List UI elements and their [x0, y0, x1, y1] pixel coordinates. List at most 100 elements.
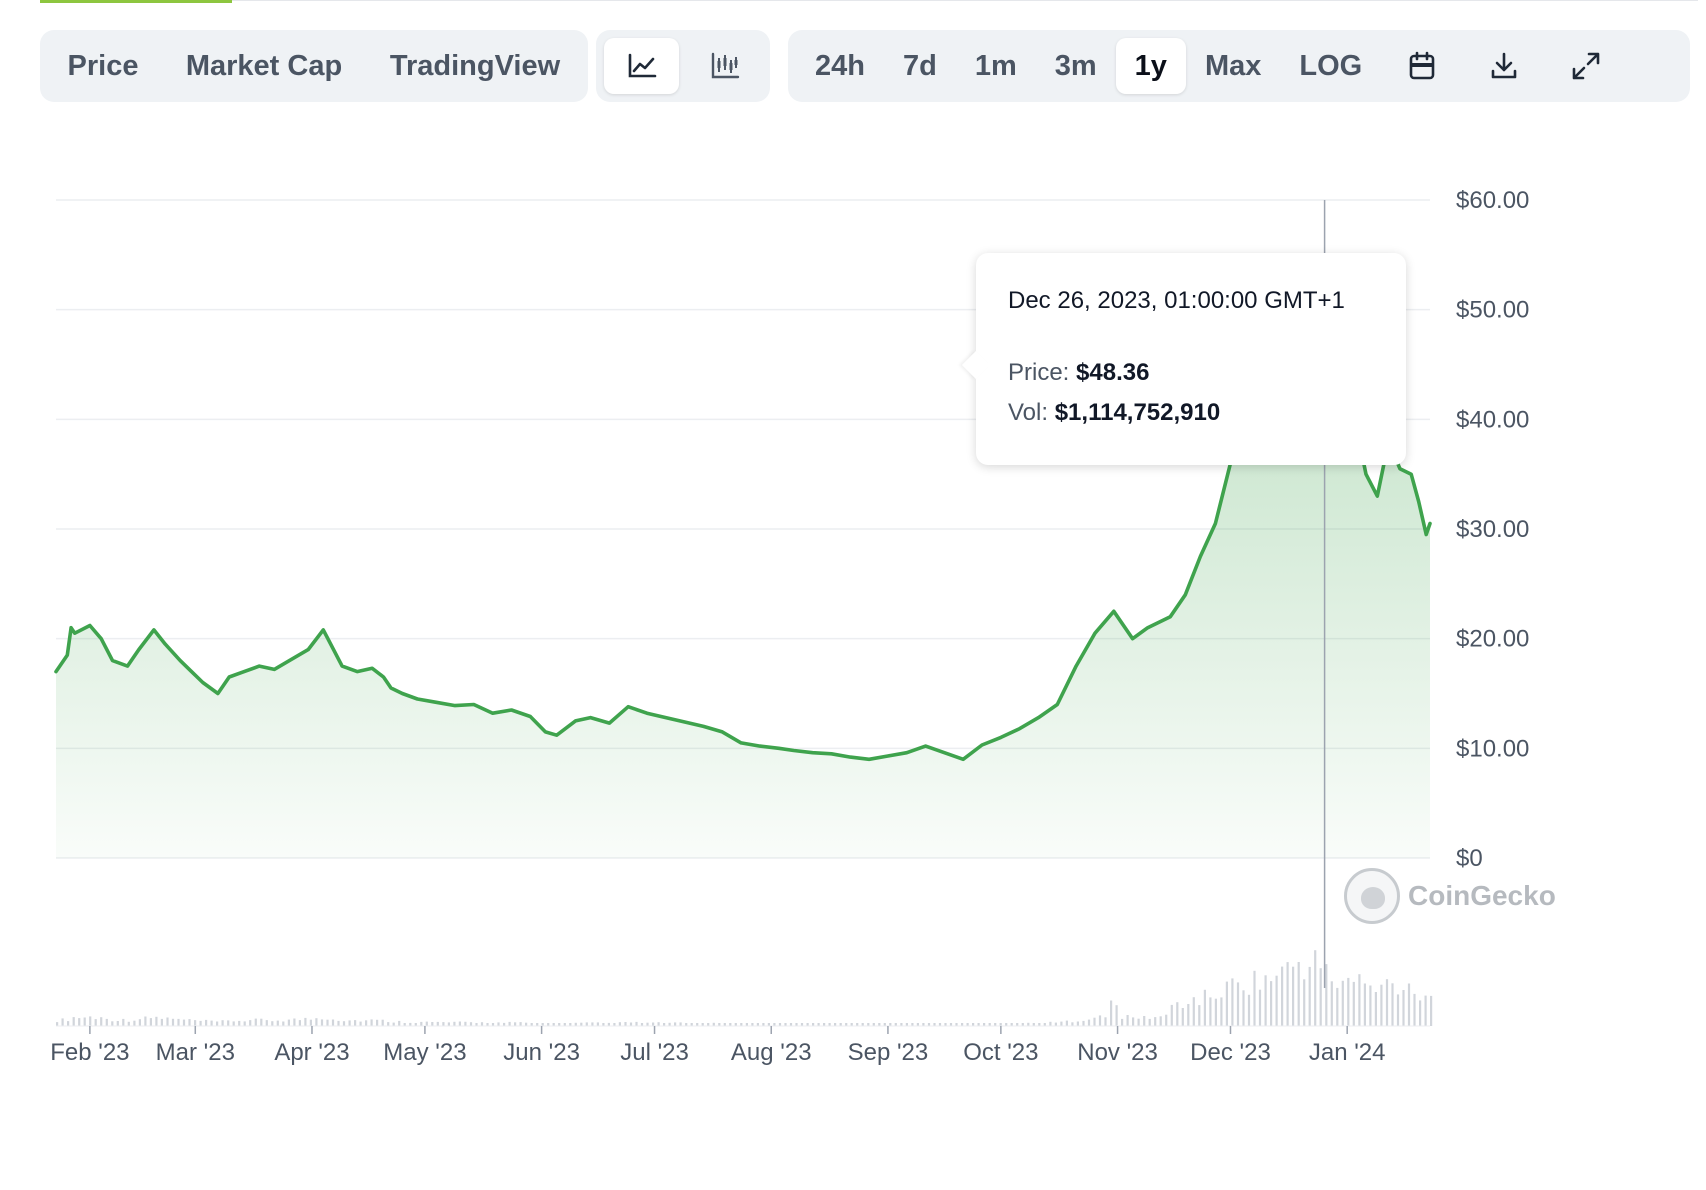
volume-bar: [1374, 992, 1377, 1026]
volume-bar: [210, 1020, 213, 1026]
date-range-button[interactable]: [1381, 38, 1463, 94]
volume-bar: [1396, 994, 1400, 1026]
price-area-fill: [56, 327, 1430, 858]
chart-type-toggle-group: [596, 30, 770, 102]
volume-bar: [105, 1018, 108, 1026]
line-chart-button[interactable]: [604, 38, 679, 94]
volume-bar: [514, 1022, 517, 1026]
x-tick-label: Sep '23: [848, 1039, 929, 1066]
volume-bar: [276, 1020, 279, 1026]
tooltip-price-value: $48.36: [1076, 359, 1150, 386]
volume-bar: [663, 1023, 666, 1026]
tab-price[interactable]: Price: [67, 49, 139, 82]
volume-bar: [1430, 995, 1433, 1026]
volume-bar: [585, 1022, 588, 1026]
volume-bar: [1347, 977, 1350, 1026]
volume-bar: [861, 1023, 864, 1026]
volume-bar: [1143, 1016, 1146, 1026]
volume-bar: [381, 1019, 384, 1026]
volume-bar: [83, 1017, 86, 1026]
download-button[interactable]: [1463, 38, 1545, 94]
volume-bar: [100, 1017, 103, 1026]
volume-bar: [911, 1023, 914, 1026]
volume-bar: [188, 1019, 191, 1026]
volume-bar: [94, 1019, 97, 1026]
volume-bar: [331, 1019, 335, 1026]
tooltip-volume-label: Vol:: [1008, 399, 1049, 426]
x-tick-label: Feb '23: [50, 1039, 129, 1066]
volume-bar: [999, 1023, 1002, 1026]
volume-bar: [1319, 968, 1322, 1026]
volume-bar: [122, 1018, 125, 1026]
volume-bar: [519, 1022, 522, 1026]
volume-bar: [1297, 962, 1300, 1026]
y-tick-label: $30.00: [1456, 516, 1529, 543]
volume-bar: [756, 1023, 759, 1026]
volume-bar: [806, 1023, 809, 1026]
volume-bar: [949, 1023, 953, 1026]
volume-bar: [690, 1023, 693, 1026]
y-tick-label: $40.00: [1456, 406, 1529, 433]
y-tick-label: $50.00: [1456, 297, 1529, 324]
x-tick-label: Apr '23: [274, 1039, 349, 1066]
volume-bar: [624, 1022, 627, 1026]
range-3m[interactable]: 3m: [1054, 49, 1097, 82]
volume-bar: [640, 1023, 644, 1026]
price-chart[interactable]: $60.00 $50.00 $40.00 $30.00 $20.00 $10.00 $0 F…: [0, 120, 1706, 1190]
volume-bar: [133, 1020, 136, 1026]
volume-bar: [751, 1023, 754, 1026]
volume-bar: [712, 1022, 715, 1026]
price-tooltip: Dec 26, 2023, 01:00:00 GMT+1 Price: $48.…: [961, 253, 1406, 465]
volume-bar: [795, 1023, 798, 1026]
volume-bar: [1341, 980, 1344, 1026]
volume-bar: [1121, 1018, 1124, 1026]
volume-bar: [1380, 984, 1383, 1026]
volume-bar: [354, 1020, 357, 1026]
volume-bar: [900, 1023, 903, 1026]
volume-bar: [905, 1023, 908, 1026]
volume-bar: [1054, 1022, 1057, 1026]
range-7d[interactable]: 7d: [902, 49, 937, 82]
volume-bar: [1231, 978, 1234, 1026]
volume-bar: [922, 1023, 925, 1026]
range-1y[interactable]: 1y: [1115, 38, 1186, 94]
volume-bar: [1391, 983, 1394, 1026]
calendar-icon: [1409, 51, 1435, 80]
fullscreen-button[interactable]: [1545, 38, 1627, 94]
log-scale-toggle[interactable]: LOG: [1299, 49, 1363, 82]
volume-bar: [856, 1023, 859, 1026]
candlestick-button[interactable]: [687, 38, 762, 94]
candlestick-icon: [711, 52, 739, 79]
range-max[interactable]: Max: [1204, 49, 1262, 82]
volume-bar: [563, 1023, 566, 1026]
tab-market-cap[interactable]: Market Cap: [185, 49, 343, 82]
volume-bar: [1325, 964, 1328, 1026]
volume-bar: [966, 1023, 969, 1026]
volume-bar: [784, 1023, 787, 1026]
volume-bar: [1104, 1017, 1107, 1026]
volume-bar: [72, 1017, 75, 1026]
y-tick-label: $10.00: [1456, 735, 1529, 762]
volume-bar: [1093, 1017, 1096, 1026]
volume-bar: [1098, 1015, 1102, 1026]
volume-bar: [1258, 989, 1262, 1026]
volume-bar: [387, 1022, 390, 1026]
volume-bar: [613, 1023, 616, 1026]
top-accent-bar: [40, 0, 232, 3]
range-24h[interactable]: 24h: [815, 49, 865, 82]
volume-bar: [398, 1020, 401, 1026]
volume-bar: [1275, 975, 1278, 1026]
tab-tradingview[interactable]: TradingView: [389, 49, 561, 82]
volume-bar: [287, 1019, 290, 1026]
volume-bar: [1363, 983, 1366, 1026]
range-1m[interactable]: 1m: [974, 49, 1017, 82]
volume-bar: [403, 1023, 406, 1026]
volume-bar: [618, 1022, 621, 1026]
volume-bar: [778, 1023, 782, 1026]
volume-bar: [889, 1023, 892, 1026]
volume-bar: [425, 1021, 428, 1026]
volume-bar: [596, 1022, 599, 1026]
volume-bar: [420, 1021, 423, 1026]
volume-bar: [1209, 997, 1212, 1026]
volume-bar: [1308, 966, 1311, 1026]
